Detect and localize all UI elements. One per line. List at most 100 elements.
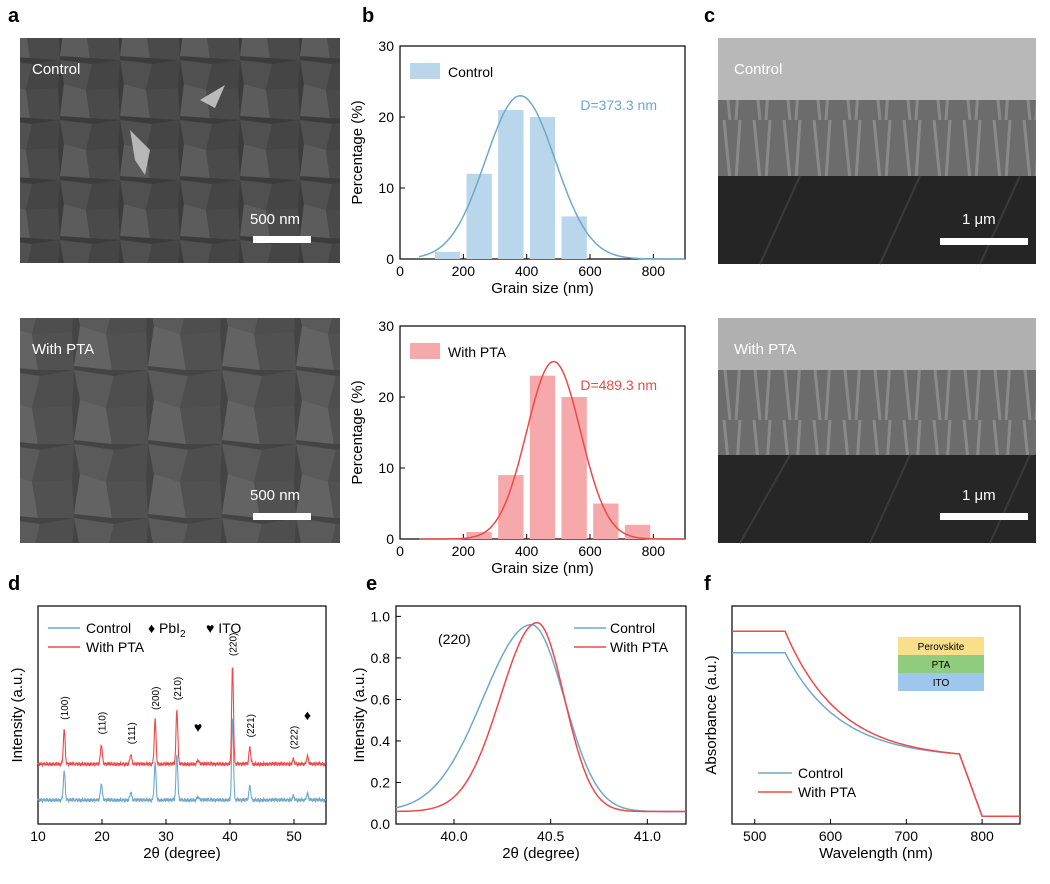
mean-annotation: D=373.3 nm	[580, 97, 657, 113]
x-tick-label: 0	[396, 543, 404, 559]
x-tick-label: 600	[578, 543, 602, 559]
y-axis-label: Absorbance (a.u.)	[703, 655, 720, 774]
histogram-bar	[529, 375, 556, 539]
histogram-bar	[529, 117, 556, 259]
peak-label: (220)	[229, 633, 240, 656]
layer-stack-block	[898, 637, 984, 655]
y-tick-label: 10	[378, 180, 394, 196]
legend-label-pta: With PTA	[798, 784, 857, 800]
cross-pta-scale-text: 1 μm	[962, 487, 996, 504]
legend-label: Control	[448, 64, 493, 80]
peak-label: (222)	[289, 726, 300, 749]
chart-xrd-zoom: 40.0 40.5 41.0 0.0 0.2 0.4 0.6 0.8 1.0 2θ (degree…	[351, 605, 687, 862]
y-tick-label: 10	[378, 460, 394, 476]
plot-frame	[37, 605, 327, 825]
y-tick-label: 0.0	[371, 816, 391, 832]
peak-label: (200)	[151, 687, 162, 710]
sem-control-scale-text: 500 nm	[250, 211, 300, 228]
y-axis-label: Intensity (a.u.)	[351, 667, 368, 762]
panel-letter-b: b	[362, 5, 374, 27]
y-tick-label: 0.6	[371, 691, 391, 707]
sem-control-scale-bar	[253, 236, 311, 243]
peak-label: (110)	[97, 712, 108, 735]
x-tick-label: 10	[30, 828, 46, 844]
x-tick-label: 41.0	[634, 828, 661, 844]
sem-pta-scale-text: 500 nm	[250, 487, 300, 504]
panel-letter-c: c	[704, 5, 715, 27]
x-tick-label: 0	[396, 263, 404, 279]
x-tick-label: 400	[515, 543, 539, 559]
sem-control-image: Control 500 nm	[20, 38, 340, 263]
ito-marker: ♥	[194, 719, 202, 735]
series-line-pta	[37, 667, 327, 768]
legend-label-pta: With PTA	[610, 639, 669, 655]
layer-stack-label: PTA	[932, 660, 951, 671]
plot-frame	[395, 605, 687, 825]
chart-xrd: 10 20 30 40 50 2θ (degree) Intensity (a.u.) (10…	[9, 605, 327, 862]
y-tick-label: 0	[386, 251, 394, 267]
y-tick-label: 20	[378, 389, 394, 405]
layer-stack-block	[898, 655, 984, 673]
cross-control-scale-bar	[940, 238, 1028, 245]
histogram-bar	[434, 251, 461, 259]
legend-ito: ♥ ITO	[206, 620, 241, 636]
legend-pbi2: ♦ PbI2	[148, 620, 186, 640]
peak-label: (100)	[60, 696, 71, 719]
y-tick-label: 20	[378, 109, 394, 125]
cross-pta-image: With PTA 1 μm	[718, 318, 1036, 544]
panel-letter-f: f	[704, 573, 711, 595]
x-tick-label: 40	[222, 828, 238, 844]
series-line-pta	[396, 621, 686, 813]
y-axis-label: Intensity (a.u.)	[9, 667, 26, 762]
histogram-bar	[498, 475, 524, 539]
x-axis-label: Wavelength (nm)	[819, 845, 933, 862]
x-tick-label: 800	[642, 543, 666, 559]
sem-pta-label: With PTA	[32, 341, 94, 358]
x-tick-label: 700	[895, 828, 919, 844]
layer-stack-label: ITO	[933, 678, 950, 689]
plot-frame	[731, 605, 1021, 825]
x-axis-label: 2θ (degree)	[143, 845, 221, 862]
sem-control-label: Control	[32, 61, 80, 78]
histogram-bar	[498, 109, 524, 260]
fit-curve	[418, 94, 685, 260]
x-tick-label: 40.5	[537, 828, 564, 844]
legend-label-pta: With PTA	[86, 639, 145, 655]
cross-control-label: Control	[734, 61, 782, 78]
x-tick-label: 500	[743, 828, 767, 844]
layer-stack-label: Perovskite	[918, 642, 965, 653]
y-tick-label: 0	[386, 531, 394, 547]
legend-label-control: Control	[798, 765, 843, 781]
x-tick-label: 800	[970, 828, 994, 844]
peak-label: (210)	[173, 677, 184, 700]
legend-label: With PTA	[448, 344, 507, 360]
histogram-bar	[593, 503, 619, 539]
peak-label: (111)	[127, 722, 138, 744]
sem-pta-image: With PTA 500 nm	[20, 318, 340, 543]
x-tick-label: 800	[642, 263, 666, 279]
y-tick-label: 0.2	[371, 774, 391, 790]
legend-label-control: Control	[86, 620, 131, 636]
series-line-pta	[732, 630, 1020, 817]
histogram-bar	[561, 216, 587, 259]
legend-swatch	[410, 343, 440, 359]
x-tick-label: 400	[515, 263, 539, 279]
x-tick-label: 40.0	[440, 828, 467, 844]
y-axis-label: Percentage (%)	[349, 100, 366, 204]
x-tick-label: 20	[94, 828, 110, 844]
y-axis-label: Percentage (%)	[349, 380, 366, 484]
layer-stack-block	[898, 673, 984, 691]
histogram-bar	[561, 397, 587, 539]
y-tick-label: 1.0	[371, 608, 391, 624]
x-axis-label: 2θ (degree)	[502, 845, 580, 862]
series-line-control	[396, 623, 686, 813]
y-tick-label: 30	[378, 318, 394, 334]
peak-label: (221)	[246, 714, 257, 737]
x-tick-label: 600	[819, 828, 843, 844]
x-tick-label: 50	[286, 828, 302, 844]
x-tick-label: 200	[452, 263, 476, 279]
fit-curve	[419, 360, 685, 540]
chart-absorbance: 500 600 700 800 Wavelength (nm) Absorbance (a…	[703, 605, 1021, 862]
cross-control-scale-text: 1 μm	[962, 211, 996, 228]
